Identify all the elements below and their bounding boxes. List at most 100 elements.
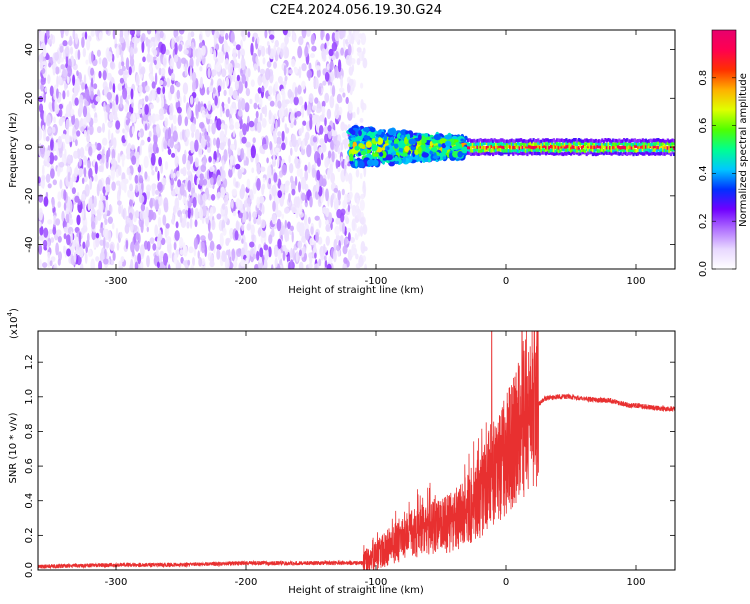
heatmap-cell (584, 145, 587, 149)
heatmap-cell (268, 234, 273, 245)
heatmap-cell (474, 139, 477, 144)
heatmap-cell (306, 144, 312, 158)
heatmap-cell (651, 142, 654, 147)
heatmap-cell (102, 186, 106, 195)
heatmap-cell (637, 139, 640, 143)
heatmap-cell (291, 231, 294, 243)
heatmap-cell (563, 139, 566, 143)
heatmap-cell (158, 196, 163, 206)
heatmap-cell (579, 138, 582, 143)
heatmap-cell (540, 149, 543, 153)
heatmap-cell (187, 107, 192, 120)
heatmap-cell (648, 152, 651, 156)
heatmap-cell (316, 68, 321, 78)
heatmap-cell (234, 230, 239, 241)
heatmap-cell (163, 140, 168, 150)
heatmap-cell (161, 67, 166, 77)
heatmap-cell (169, 84, 175, 95)
heatmap-cell (117, 165, 122, 177)
heatmap-cell (346, 227, 352, 233)
heatmap-cell (360, 217, 365, 225)
heatmap-cell (176, 170, 180, 178)
heatmap-cell (168, 249, 172, 259)
heatmap-cell (94, 215, 98, 225)
heatmap-cell (220, 186, 226, 199)
heatmap-cell (221, 203, 226, 210)
heatmap-cell (344, 237, 348, 246)
heatmap-cell (573, 147, 576, 152)
heatmap-cell (507, 152, 510, 157)
heatmap-cell (246, 197, 252, 204)
heatmap-cell (53, 215, 57, 222)
snr-y-tick-label: 0.2 (24, 527, 35, 543)
heatmap-cell (118, 204, 122, 215)
heatmap-cell (285, 180, 290, 187)
heatmap-cell (180, 57, 187, 64)
heatmap-cell (315, 65, 321, 71)
heatmap-cell (591, 141, 594, 146)
heatmap-cell (386, 146, 390, 150)
heatmap-cell (607, 146, 610, 150)
heatmap-cell (187, 206, 191, 219)
heatmap-cell (627, 141, 630, 146)
heatmap-cell (609, 145, 612, 150)
heatmap-cell (566, 151, 569, 155)
colorbar-ticks: 0.00.20.40.60.8 (698, 29, 737, 277)
heatmap-cell (200, 164, 207, 173)
heatmap-cell (318, 86, 322, 95)
heatmap-cell (473, 145, 476, 149)
heatmap-cell (106, 72, 112, 81)
heatmap-cell (50, 256, 56, 262)
heatmap-cell (662, 148, 665, 152)
heatmap-cell (582, 139, 585, 144)
heatmap-cell (38, 176, 41, 184)
heatmap-cell (170, 178, 175, 186)
heatmap-cell (287, 221, 291, 230)
heatmap-cell (158, 67, 162, 76)
heatmap-cell (293, 66, 298, 74)
heatmap-cell (294, 86, 298, 98)
heatmap-cell (521, 141, 524, 146)
heatmap-cell (499, 141, 502, 146)
heatmap-cell (335, 140, 341, 147)
heatmap-cell (66, 154, 72, 165)
colorbar-label: Normalized spectral amplitude (738, 73, 749, 227)
heatmap-cell (40, 179, 45, 188)
heatmap-cell (646, 142, 649, 147)
heatmap-cell (513, 148, 516, 152)
heatmap-cell (296, 196, 301, 209)
heatmap-cell (38, 194, 44, 203)
heatmap-cell (102, 70, 107, 81)
heatmap-cell (128, 173, 132, 181)
heatmap-cell (257, 75, 263, 86)
heatmap-cell (658, 152, 662, 156)
heatmap-cell (461, 146, 468, 154)
heatmap-cell (495, 148, 498, 152)
heatmap-cell (560, 152, 563, 156)
heatmap-cell (324, 133, 328, 144)
heatmap-cell (643, 145, 646, 150)
heatmap-cell (513, 141, 516, 146)
heatmap-cell (211, 219, 216, 231)
heatmap-cell (350, 44, 354, 55)
heatmap-cell (621, 141, 624, 146)
heatmap-cell (108, 142, 112, 149)
heatmap-cell (655, 145, 658, 150)
heatmap-cell (225, 249, 230, 256)
heatmap-cell (540, 145, 543, 149)
heatmap-cell (518, 142, 521, 146)
heatmap-cell (47, 219, 53, 225)
heatmap-cell (510, 142, 513, 146)
heatmap-cell (633, 141, 637, 146)
heatmap-cell (268, 85, 273, 96)
heatmap-cell (602, 139, 605, 144)
snr-y-ticks: 0.00.20.40.60.81.01.2 (24, 354, 675, 578)
heatmap-cell (654, 148, 657, 152)
heatmap-cell (348, 78, 354, 87)
heatmap-cell (487, 142, 490, 146)
heatmap-cell (177, 179, 182, 188)
heatmap-cell (641, 152, 644, 156)
heatmap-cell (324, 42, 327, 50)
heatmap-cell (269, 48, 275, 60)
snr-x-tick-label: 100 (626, 577, 645, 588)
